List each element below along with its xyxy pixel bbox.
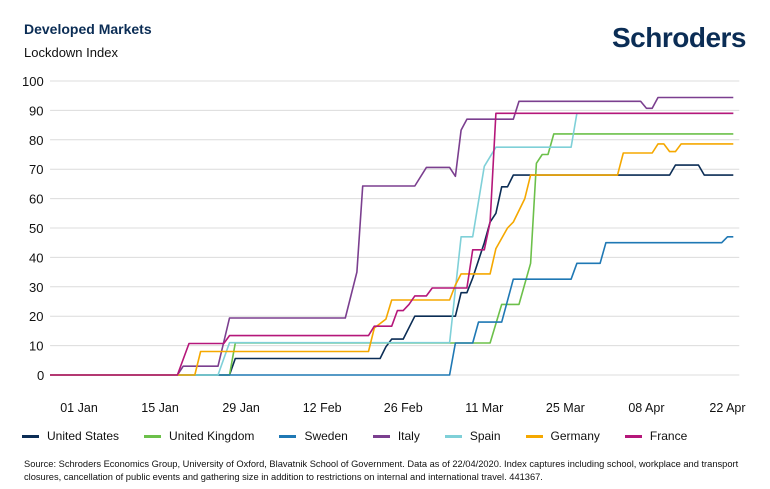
legend-label: United Kingdom [169,429,255,443]
legend-label: United States [47,429,120,443]
legend-label: Italy [397,429,420,443]
y-tick-label: 60 [29,192,43,207]
line-chart: 0 10 20 30 40 50 60 70 80 90 100 01 Jan 15 Jan 29 Jan… [22,74,746,415]
x-tick-label: 22 Apr [709,401,745,415]
legend-swatch [144,434,162,438]
y-tick-label: 0 [37,368,44,383]
legend-label: Germany [550,429,600,443]
source-note: Source: Schroders Economics Group, Unive… [24,459,739,482]
y-tick-label: 70 [29,162,43,177]
y-tick-label: 10 [29,339,43,354]
x-tick-label: 08 Apr [628,401,664,415]
legend-swatch [22,434,39,438]
x-tick-label: 15 Jan [141,401,179,415]
series-line-sweden [50,236,734,376]
legend-label: France [649,429,688,443]
legend-label: Sweden [304,429,348,443]
series-line-united-states [50,164,734,376]
legend-item: United Kingdom [144,429,254,443]
x-tick-label: 26 Feb [384,401,423,415]
x-tick-label: 25 Mar [546,401,585,415]
series-line-spain [50,112,734,376]
x-tick-label: 11 Mar [465,401,503,415]
legend-swatch [444,434,462,438]
legend-label: Spain [469,429,501,443]
legend-swatch [525,434,543,438]
series-line-italy [50,96,734,376]
legend-item: France [624,429,688,443]
legend: United States United Kingdom Sweden Italy Sp… [22,429,712,443]
legend-swatch [624,434,642,438]
series-line-france [50,112,734,376]
series-line-united-kingdom [50,133,734,376]
y-tick-label: 90 [29,103,43,118]
y-tick-label: 80 [29,133,43,148]
legend-swatch [279,434,297,438]
legend-item: Spain [444,429,501,443]
legend-item: Sweden [279,429,348,443]
chart-title: Developed Markets [24,21,152,37]
y-tick-label: 20 [29,309,43,324]
x-tick-label: 29 Jan [222,401,260,415]
y-tick-label: 40 [29,250,43,265]
y-tick-label: 50 [29,221,43,236]
series-line-germany [50,143,734,376]
legend-item: Germany [525,429,600,443]
x-tick-label: 12 Feb [303,401,342,415]
y-tick-label: 100 [22,74,44,89]
y-axis-label: Lockdown Index [24,45,118,60]
y-tick-label: 30 [29,280,43,295]
legend-swatch [372,434,390,438]
x-tick-label: 01 Jan [60,401,98,415]
legend-item: Italy [372,429,420,443]
schroders-logo: Schroders [612,22,747,53]
legend-item: United States [22,429,119,443]
